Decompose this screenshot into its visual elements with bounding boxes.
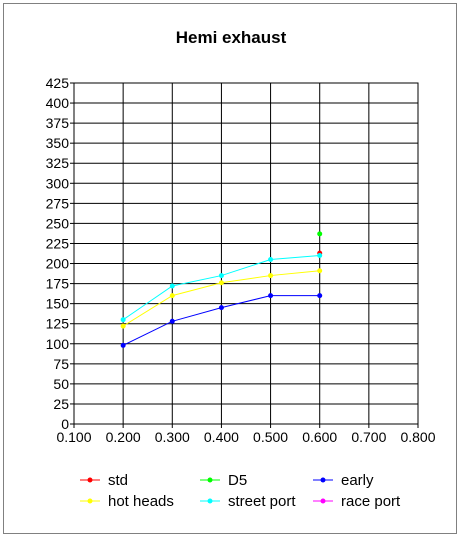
y-tick-label: 325 [46,155,70,171]
data-point-hot-heads [169,293,175,299]
y-tick-label: 375 [46,115,70,131]
chart-frame [3,3,457,534]
y-tick-label: 50 [53,376,69,392]
data-point-early [218,305,224,311]
x-tick-label: 0.600 [302,429,337,445]
legend-label-early: early [341,472,374,489]
y-tick-label: 100 [46,336,70,352]
data-point-hot-heads [268,273,274,279]
x-tick-label: 0.400 [204,429,239,445]
plot-area-border [73,82,419,425]
legend-marker-street-port [207,498,213,504]
data-point-street-port [317,253,323,259]
data-point-street-port [120,317,126,323]
legend-label-std: std [108,472,128,489]
legend-marker-early [320,477,326,483]
legend-marker-hot-heads [87,498,93,504]
y-tick-label: 25 [53,396,69,412]
grid-lines [73,82,419,425]
x-tick-label: 0.700 [351,429,386,445]
legend-label-hot-heads: hot heads [108,493,174,510]
data-point-early [317,293,323,299]
legend-label-street-port: street port [228,493,296,510]
x-tick-label: 0.800 [400,429,435,445]
x-tick-label: 0.200 [106,429,141,445]
y-tick-label: 225 [46,235,70,251]
y-tick-label: 75 [53,356,69,372]
chart-title: Hemi exhaust [175,28,287,47]
x-axis-ticks: 0.100 0.200 0.300 0.400 0.500 0.600 0.700 0.800 [56,424,436,445]
data-point-early [120,342,126,348]
data-point-hot-heads [218,280,224,286]
y-tick-label: 350 [46,135,70,151]
data-point-early [169,318,175,324]
data-point-hot-heads [317,268,323,274]
data-point-street-port [218,273,224,279]
data-point-street-port [268,257,274,263]
x-tick-label: 0.500 [253,429,288,445]
y-tick-label: 275 [46,195,70,211]
data-point-early [268,293,274,299]
legend-marker-std [87,477,93,483]
legend: std D5 early hot heads street port race port [80,472,401,510]
y-tick-label: 175 [46,276,70,292]
x-tick-label: 0.100 [56,429,91,445]
data-point-street-port [169,283,175,289]
y-axis-ticks: 0 25 50 75 100 125 150 175 200 225 250 275 300 325 350… [46,75,74,432]
y-tick-label: 250 [46,215,70,231]
y-tick-label: 0 [61,416,69,432]
y-tick-label: 425 [46,75,70,91]
legend-label-D5: D5 [228,472,247,489]
legend-marker-race-port [320,498,326,504]
y-tick-label: 400 [46,95,70,111]
y-tick-label: 300 [46,175,70,191]
y-tick-label: 150 [46,296,70,312]
legend-marker-D5 [207,477,213,483]
legend-label-race-port: race port [341,493,401,510]
data-point-D5 [317,231,323,237]
y-tick-label: 200 [46,256,70,272]
x-tick-label: 0.300 [155,429,190,445]
data-point-hot-heads [120,323,126,329]
y-tick-label: 125 [46,316,70,332]
series-lines [120,231,323,348]
